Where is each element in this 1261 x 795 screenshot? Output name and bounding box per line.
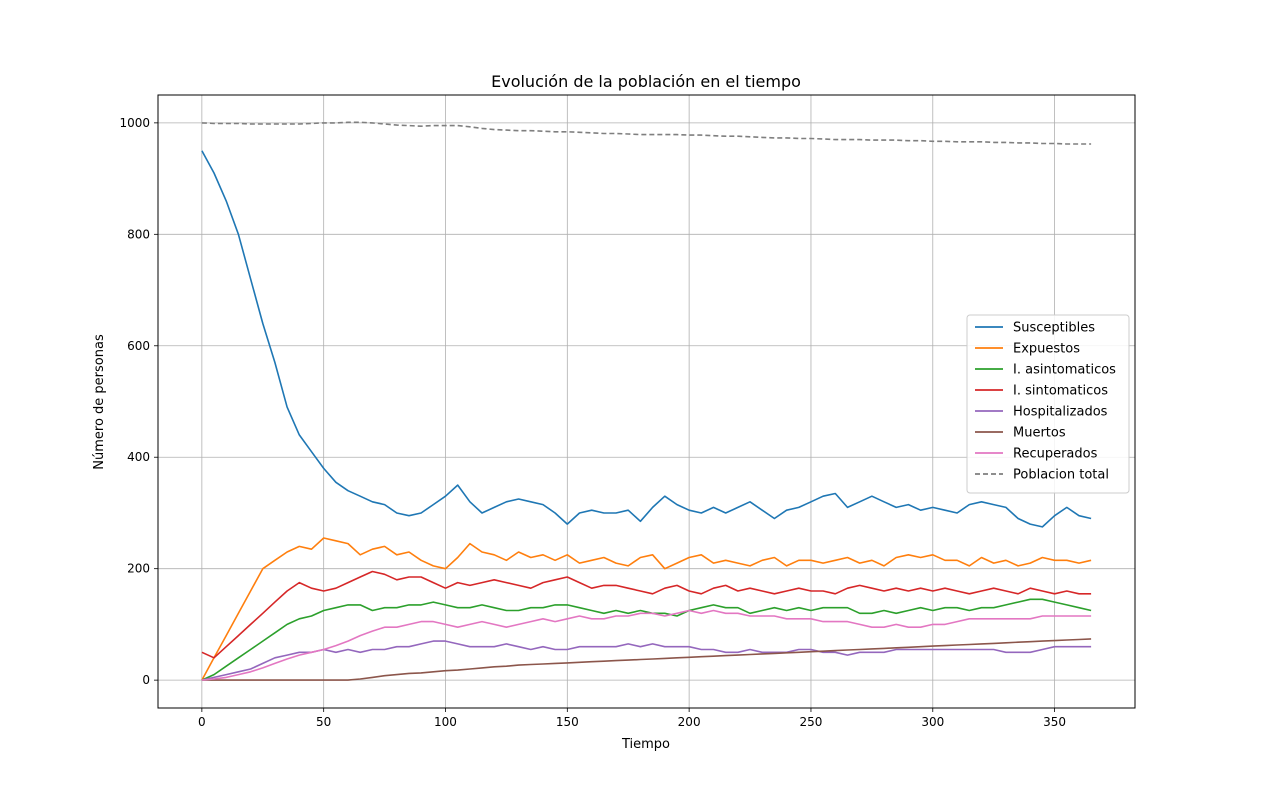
y-tick-label: 600 xyxy=(127,339,150,353)
x-tick-label: 150 xyxy=(556,715,579,729)
x-tick-label: 350 xyxy=(1043,715,1066,729)
legend-label: Expuestos xyxy=(1013,342,1080,357)
y-tick-label: 800 xyxy=(127,227,150,241)
grid-layer xyxy=(158,95,1135,708)
x-tick-label: 300 xyxy=(921,715,944,729)
y-axis-label: Número de personas xyxy=(92,334,107,470)
legend-label: Muertos xyxy=(1013,426,1066,441)
series-line-susceptibles xyxy=(201,150,1092,528)
legend-label: Hospitalizados xyxy=(1013,405,1108,420)
series-line-expuestos xyxy=(201,537,1092,681)
legend-label: Susceptibles xyxy=(1013,321,1095,336)
plot-frame xyxy=(157,94,1136,709)
series-line-recuperados xyxy=(201,609,1092,681)
y-tick-label: 0 xyxy=(142,673,150,687)
legend: Susceptibles Expuestos I. asintomaticos I. … xyxy=(966,314,1130,494)
x-tick-label: 200 xyxy=(678,715,701,729)
chart-title: Evolución de la población en el tiempo xyxy=(491,72,801,91)
x-axis-label: Tiempo xyxy=(621,737,670,752)
y-tick-label: 1000 xyxy=(119,116,150,130)
series-line-i-sintomaticos xyxy=(201,570,1092,659)
legend-frame xyxy=(966,314,1130,494)
x-tick-label: 0 xyxy=(198,715,206,729)
series-line-poblacion-total xyxy=(201,121,1092,145)
y-tick-label: 400 xyxy=(127,450,150,464)
x-tick-label: 250 xyxy=(800,715,823,729)
legend-label: Recuperados xyxy=(1013,447,1098,462)
x-tick-label: 100 xyxy=(434,715,457,729)
y-tick-label: 200 xyxy=(127,562,150,576)
legend-label: I. sintomaticos xyxy=(1013,384,1108,399)
series-line-muertos xyxy=(201,638,1092,681)
series-line-i-asintomaticos xyxy=(201,598,1092,681)
legend-label: Poblacion total xyxy=(1013,468,1109,483)
legend-label: I. asintomaticos xyxy=(1013,363,1116,378)
x-tick-label: 50 xyxy=(316,715,331,729)
tick-layer: 0 50 100 150 200 250 300 350 0 200 400 600 800 1000 xyxy=(119,116,1066,729)
series-line-hospitalizados xyxy=(201,640,1092,681)
series-layer xyxy=(201,121,1092,681)
